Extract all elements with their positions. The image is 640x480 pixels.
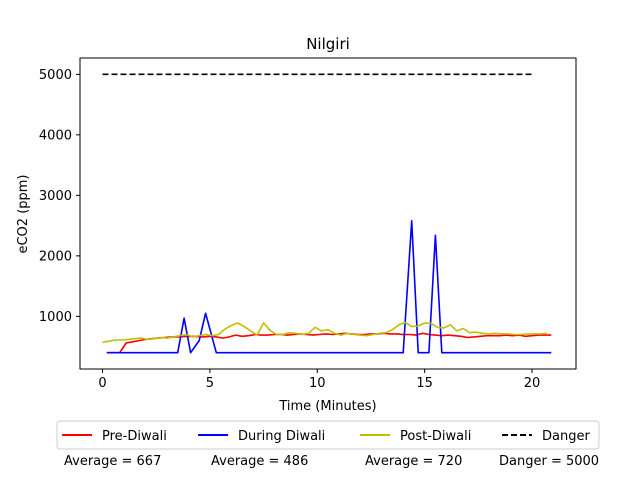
legend-label-during-diwali: During Diwali [238, 429, 325, 444]
average-post-diwali: Average = 720 [365, 454, 463, 469]
legend-frame [56, 420, 600, 450]
plot-series [102, 73, 552, 354]
y-tick-label: 5000 [39, 68, 72, 83]
y-axis-label: eCO2 (ppm) [16, 174, 31, 253]
legend-label-danger: Danger [542, 429, 590, 444]
series-line-post-diwali [102, 321, 548, 344]
series-line-during-diwali [106, 220, 552, 354]
average-during-diwali: Average = 486 [211, 454, 309, 469]
y-tick-label: 1000 [39, 310, 72, 325]
y-tick-label: 3000 [39, 189, 72, 204]
x-tick-label: 10 [309, 376, 326, 391]
axis-ticks: 0 5 10 15 20 1000 2000 3000 4000 5000 [39, 68, 540, 391]
legend: Pre-Diwali During Diwali Post-Diwali Dan… [56, 420, 600, 450]
y-tick-label: 2000 [39, 249, 72, 264]
chart-title: Nilgiri [306, 35, 350, 53]
x-tick-label: 15 [416, 376, 433, 391]
y-tick-label: 4000 [39, 128, 72, 143]
average-pre-diwali: Average = 667 [64, 454, 162, 469]
x-tick-label: 0 [98, 376, 106, 391]
x-tick-label: 20 [524, 376, 541, 391]
legend-label-pre-diwali: Pre-Diwali [102, 429, 167, 444]
x-tick-label: 5 [206, 376, 214, 391]
plot-frame [79, 57, 577, 370]
legend-label-post-diwali: Post-Diwali [400, 429, 471, 444]
x-axis-label: Time (Minutes) [278, 399, 376, 414]
danger-threshold-text: Danger = 5000 [499, 454, 600, 469]
